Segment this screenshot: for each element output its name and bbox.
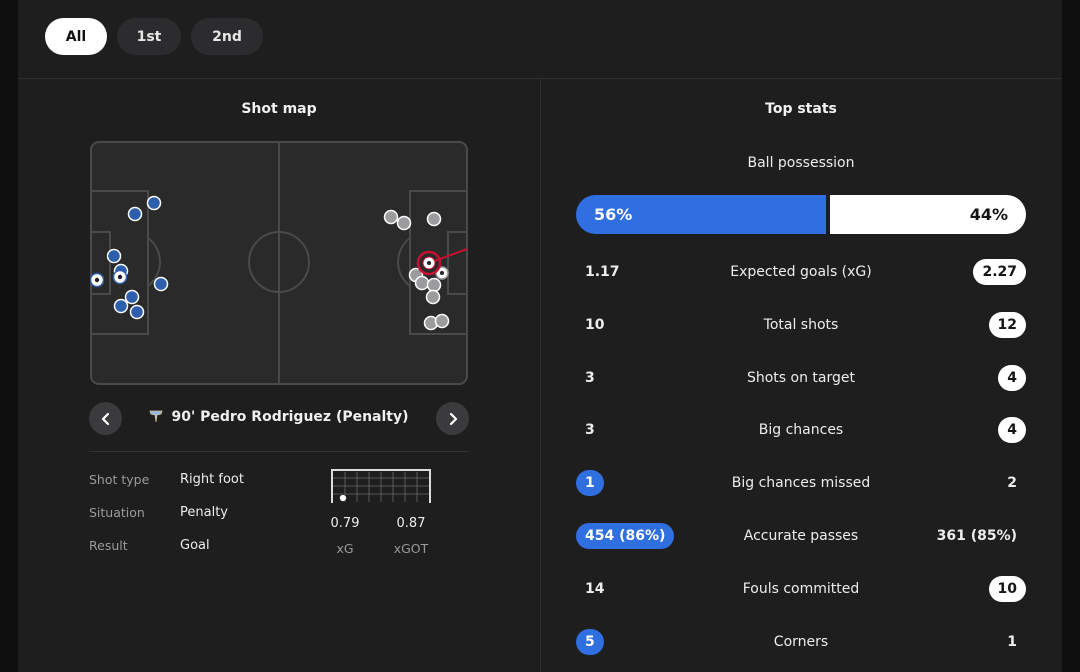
selected-shot[interactable] (416, 248, 468, 276)
shot-marker (127, 206, 143, 222)
shot-marker (146, 195, 162, 211)
stat-home-value: 5 (576, 629, 604, 655)
shot-marker (129, 304, 145, 320)
possession-away: 44% (830, 195, 1026, 234)
stat-home-value: 1.17 (585, 264, 620, 280)
stat-away-value: 12 (988, 312, 1026, 338)
shot-marker (426, 277, 442, 293)
stat-away-value: 4 (998, 365, 1026, 391)
stat-away-value: 2.27 (973, 259, 1026, 285)
situation-value: Penalty (180, 505, 228, 520)
stat-label: Total shots (763, 317, 839, 333)
shot-details-divider (89, 451, 469, 452)
shot-type-value: Right foot (180, 472, 244, 487)
period-tabs: All 1st 2nd (45, 18, 263, 55)
shot-type-label: Shot type (89, 472, 150, 487)
away-shots (383, 209, 450, 331)
shot-minute: 90' (171, 409, 196, 425)
stat-away-value: 4 (998, 417, 1026, 443)
next-shot-button[interactable] (436, 402, 469, 435)
top-stats-title: Top stats (765, 101, 837, 117)
shot-type: (Penalty) (335, 409, 409, 425)
stat-label: Corners (773, 634, 829, 650)
xgot-value: 0.87 (396, 516, 426, 531)
possession-label: Ball possession (747, 155, 855, 171)
result-label: Result (89, 538, 128, 553)
stat-away-value: 361 (85%) (936, 528, 1017, 544)
shot-marker (434, 313, 450, 329)
shot-marker (396, 215, 412, 231)
club-badge-icon (149, 410, 164, 423)
stat-label: Shots on target (746, 370, 855, 386)
stat-home-value: 454 (86%) (576, 523, 675, 549)
chevron-left-icon (101, 412, 109, 425)
xg-label: xG (336, 541, 354, 556)
xg-value: 0.79 (330, 516, 360, 531)
stat-home-value: 1 (576, 470, 604, 496)
tab-first-half[interactable]: 1st (117, 18, 181, 55)
shot-map-pitch (90, 141, 468, 385)
stat-away-value: 10 (988, 576, 1026, 602)
column-divider (540, 79, 541, 672)
shot-marker (414, 275, 430, 291)
shot-player: Pedro Rodriguez (200, 409, 332, 425)
shot-marker (383, 209, 399, 225)
stat-home-value: 14 (585, 581, 605, 597)
shot-marker (426, 211, 442, 227)
stat-label: Big chances missed (731, 475, 871, 491)
result-value: Goal (180, 538, 210, 553)
situation-label: Situation (89, 505, 145, 520)
chevron-right-icon (449, 412, 457, 425)
stat-label: Accurate passes (743, 528, 859, 544)
stat-home-value: 3 (585, 370, 595, 386)
header-divider (18, 78, 1062, 79)
selected-shot-title: 90' Pedro Rodriguez (Penalty) (122, 409, 436, 425)
possession-bar: 56% 44% (576, 195, 1026, 234)
stat-away-value: 1 (1007, 634, 1017, 650)
stat-label: Fouls committed (742, 581, 860, 597)
previous-shot-button[interactable] (89, 402, 122, 435)
shot-marker (113, 298, 129, 314)
shot-marker (153, 276, 169, 292)
stat-home-value: 3 (585, 422, 595, 438)
stat-away-value: 2 (1007, 475, 1017, 491)
stat-home-value: 10 (585, 317, 605, 333)
shot-marker (124, 289, 140, 305)
shot-map-title: Shot map (241, 101, 317, 117)
shot-marker (425, 289, 441, 305)
xgot-label: xGOT (393, 541, 429, 556)
home-goals (90, 269, 128, 288)
shot-marker (106, 248, 122, 264)
tab-all[interactable]: All (45, 18, 107, 55)
possession-home: 56% (576, 195, 826, 234)
tab-second-half[interactable]: 2nd (191, 18, 263, 55)
goal-frame-diagram (331, 469, 431, 503)
stat-label: Big chances (758, 422, 844, 438)
stat-label: Expected goals (xG) (730, 264, 872, 280)
goal-ball-icon (339, 494, 347, 502)
